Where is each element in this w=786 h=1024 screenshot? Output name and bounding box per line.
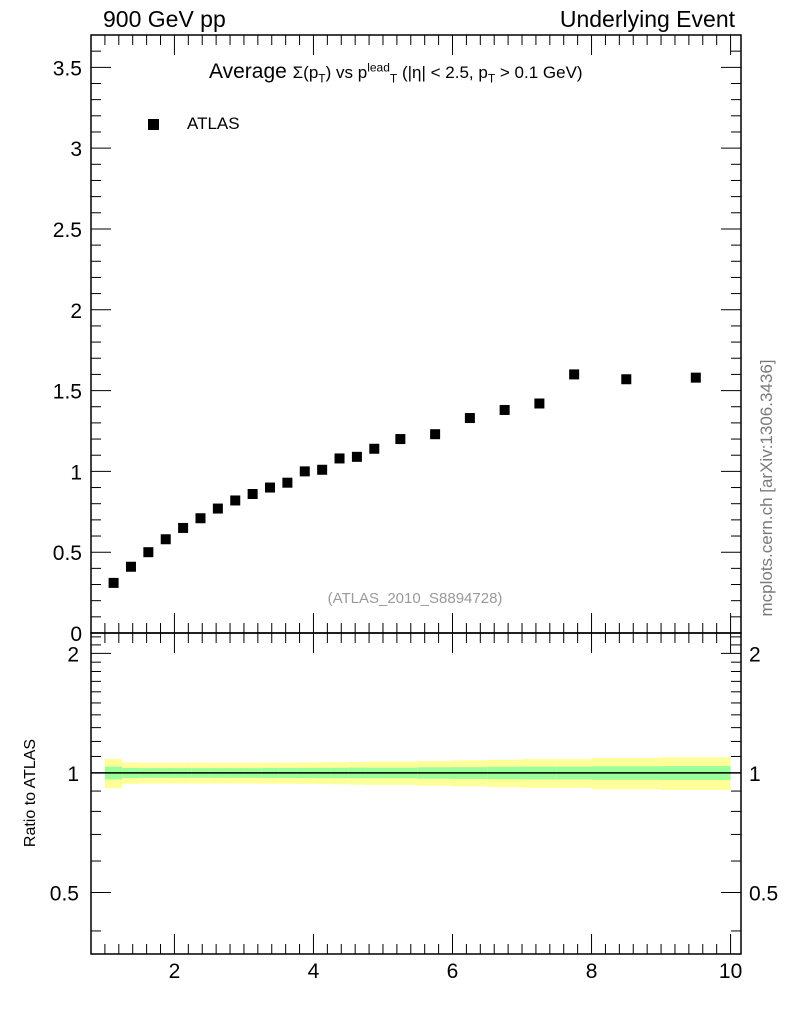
y-tick-label: 3	[70, 138, 82, 161]
data-point	[464, 413, 475, 424]
ratio-y-tick-label-left: 2	[67, 643, 79, 666]
upper-axis-ticks: 0 0.5 1 1.5 2 2.5 3 3.5	[53, 34, 741, 646]
data-point	[178, 522, 189, 533]
title-sub-t3: T	[487, 71, 496, 86]
ratio-y-tick-label-right: 1	[749, 763, 761, 786]
ratio-y-tick-label-left: 1	[67, 763, 79, 786]
data-point	[143, 547, 154, 558]
legend-label-atlas: ATLAS	[187, 114, 240, 133]
title-sub-t1: T	[318, 71, 326, 86]
y-tick-label: 0	[70, 623, 82, 646]
x-tick-label: 4	[308, 960, 320, 983]
x-tick-label: 2	[169, 960, 181, 983]
data-point	[395, 434, 406, 445]
y-tick-label: 1.5	[53, 381, 82, 404]
title-cond1: (|η| < 2.5, p	[397, 63, 488, 82]
ratio-y-label: Ratio to ATLAS	[22, 738, 39, 848]
ratio-y-tick-label-right: 2	[749, 643, 761, 666]
data-point	[534, 398, 545, 409]
data-point	[430, 429, 441, 440]
y-tick-label: 2	[70, 300, 82, 323]
data-point	[369, 443, 380, 454]
ratio-y-tick-label-left: 0.5	[50, 882, 79, 905]
title-lead: Average	[209, 60, 293, 83]
data-point	[569, 369, 580, 380]
data-point	[212, 503, 223, 514]
analysis-id: (ATLAS_2010_S8894728)	[327, 590, 503, 607]
data-point	[621, 374, 632, 385]
data-point	[499, 404, 510, 415]
x-tick-label: 10	[719, 960, 742, 983]
y-tick-label: 0.5	[53, 542, 82, 565]
title-close: ) vs p	[325, 63, 368, 82]
x-tick-label: 6	[447, 960, 459, 983]
data-point	[160, 534, 171, 545]
data-point	[690, 372, 701, 383]
data-point	[351, 451, 362, 462]
header-left-label: 900 GeV pp	[103, 6, 226, 32]
source-note: mcplots.cern.ch [arXiv:1306.3436]	[757, 359, 776, 617]
data-point	[195, 513, 206, 524]
lower-axis-ticks: 2 4 6 8 100.5 0.51 12 2	[50, 35, 778, 983]
y-tick-label: 3.5	[53, 57, 82, 80]
chart-title: Average Σ(pT) vs pleadT (|η| < 2.5, pT >…	[209, 60, 583, 85]
legend-marker	[148, 119, 159, 130]
title-cond2: > 0.1 GeV)	[495, 63, 583, 82]
data-point	[282, 477, 293, 488]
data-point	[317, 464, 328, 475]
data-point	[230, 495, 241, 506]
header-right-label: Underlying Event	[559, 6, 735, 32]
data-point	[125, 561, 136, 572]
data-point	[265, 482, 276, 493]
data-point	[334, 453, 345, 464]
title-sup-lead: lead	[367, 60, 390, 75]
data-points	[108, 369, 701, 588]
lower-frame	[90, 632, 742, 955]
y-tick-label: 1	[70, 461, 82, 484]
ratio-bands	[104, 757, 731, 791]
title-sub-t2: T	[389, 71, 398, 86]
x-tick-label: 8	[586, 960, 598, 983]
y-tick-label: 2.5	[53, 219, 82, 242]
data-point	[108, 577, 119, 588]
data-point	[299, 466, 310, 477]
title-sigma: Σ(p	[292, 63, 319, 82]
ratio-y-tick-label-right: 0.5	[749, 882, 778, 905]
data-point	[247, 489, 258, 500]
